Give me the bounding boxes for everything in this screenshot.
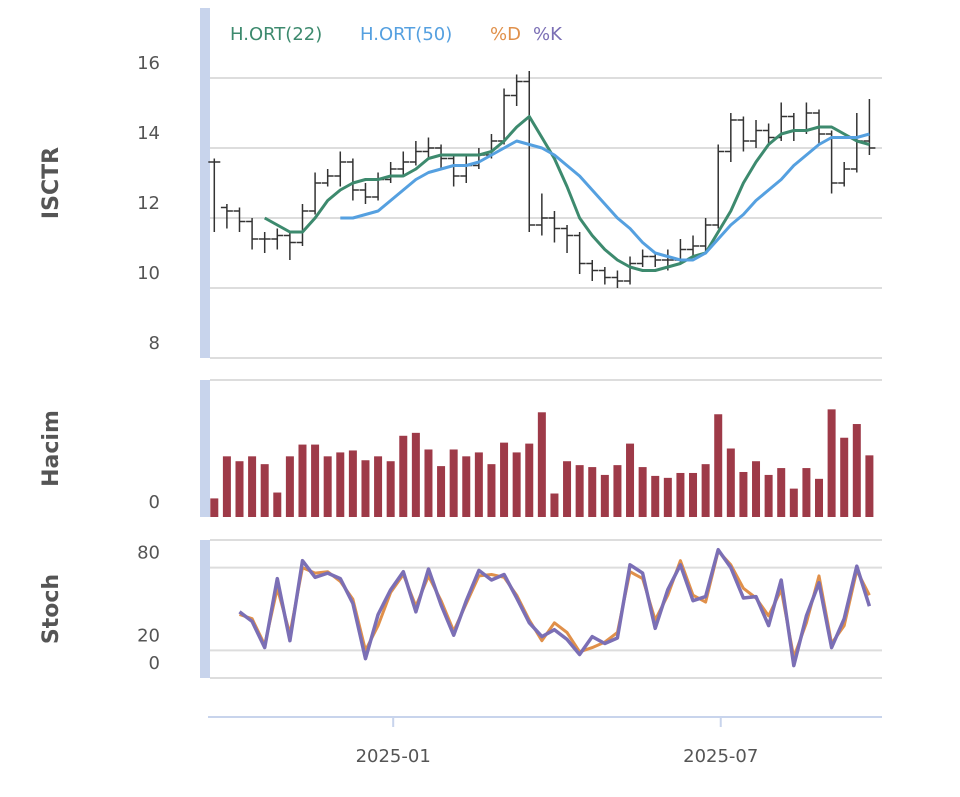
legend-entry: %K <box>533 24 563 45</box>
bar <box>714 414 723 517</box>
bar <box>248 456 257 517</box>
bar <box>764 474 773 517</box>
bar <box>550 493 559 517</box>
bar <box>285 456 294 517</box>
bar <box>474 452 483 517</box>
line-series <box>340 132 870 262</box>
legend-entry: H.ORT(22) <box>230 24 322 45</box>
x-tick-label: 2025-07 <box>683 746 758 767</box>
y-tick-label: 80 <box>137 543 160 564</box>
bar <box>386 461 395 517</box>
bar <box>222 456 231 517</box>
axis-strip <box>200 8 210 358</box>
bar <box>424 449 433 517</box>
bar <box>739 471 748 517</box>
bar <box>575 465 584 517</box>
bar <box>638 467 647 517</box>
bar <box>802 468 811 517</box>
bar <box>210 498 219 517</box>
bar <box>487 464 496 517</box>
line-series <box>238 547 872 668</box>
y-tick-label: 10 <box>137 263 160 284</box>
bar <box>701 464 710 517</box>
y-tick-label: 12 <box>137 193 160 214</box>
bar <box>789 488 798 517</box>
bar <box>651 475 660 517</box>
legend-entry: %D <box>490 24 521 45</box>
bar <box>840 437 849 517</box>
bar <box>462 456 471 517</box>
bar <box>777 468 786 517</box>
bar <box>399 435 408 517</box>
bar <box>348 450 357 517</box>
bar <box>273 492 282 517</box>
bar <box>563 461 572 517</box>
y-tick-label: 0 <box>149 653 160 674</box>
bar <box>260 464 269 517</box>
bar <box>525 443 534 517</box>
y-tick-label: 20 <box>137 625 160 646</box>
bar <box>500 442 509 517</box>
bar <box>588 467 597 517</box>
bar <box>827 409 836 517</box>
bar <box>676 472 685 517</box>
bar <box>865 455 874 517</box>
line-series <box>263 115 870 272</box>
y-axis-title: Stoch <box>39 574 64 644</box>
axis-strip <box>200 380 210 517</box>
bar <box>600 474 609 517</box>
y-axis-title: ISCTR <box>39 147 64 219</box>
bar <box>235 461 244 517</box>
bar <box>512 452 521 517</box>
y-tick-label: 8 <box>149 333 160 354</box>
y-axis-title: Hacim <box>39 410 64 487</box>
y-tick-label: 16 <box>137 53 160 74</box>
bar <box>689 472 698 517</box>
bar <box>323 456 332 517</box>
y-tick-label: 0 <box>149 492 160 513</box>
axis-strip <box>200 540 210 678</box>
bar <box>361 460 370 517</box>
bar <box>752 461 761 517</box>
bar <box>374 456 383 517</box>
bar <box>852 424 861 517</box>
bar <box>726 448 735 517</box>
bar <box>815 478 824 517</box>
y-tick-label: 14 <box>137 123 160 144</box>
bar <box>613 465 622 517</box>
bar <box>298 444 307 517</box>
bar <box>336 452 345 517</box>
legend-entry: H.ORT(50) <box>360 24 452 45</box>
bar <box>537 412 546 517</box>
x-tick-label: 2025-01 <box>356 746 431 767</box>
bar <box>437 466 446 517</box>
bar <box>449 449 458 517</box>
bar <box>411 432 420 517</box>
bar <box>663 477 672 517</box>
bar <box>626 443 635 517</box>
bar <box>311 444 320 517</box>
